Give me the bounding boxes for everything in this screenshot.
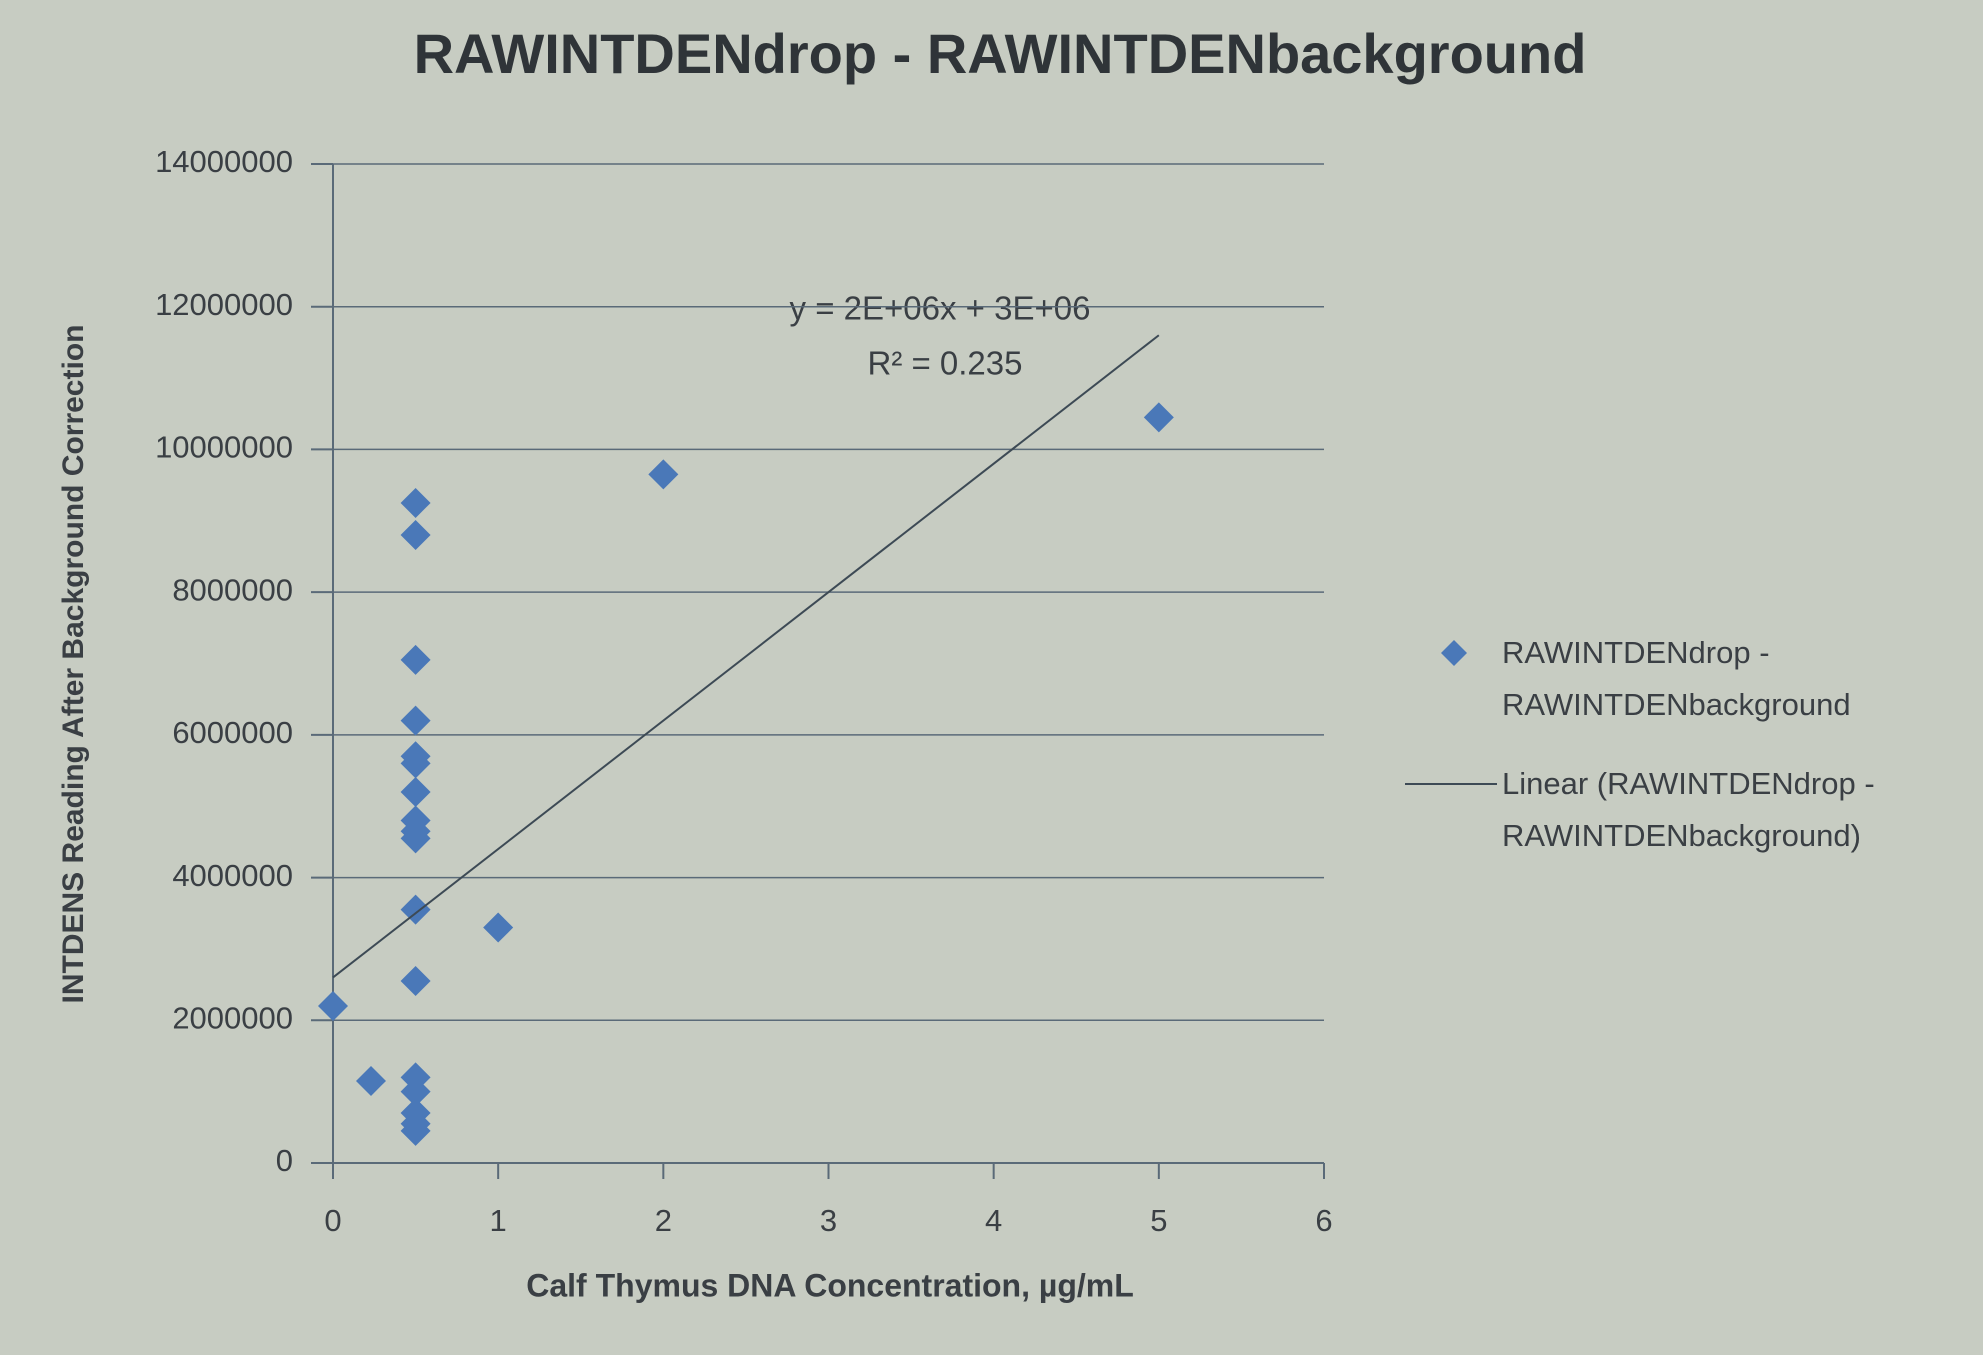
data-point xyxy=(400,823,431,854)
data-point xyxy=(400,644,431,675)
x-tick-label: 6 xyxy=(1315,1203,1332,1238)
data-point xyxy=(400,705,431,736)
data-point xyxy=(1143,402,1174,433)
x-tick-label: 0 xyxy=(324,1203,341,1238)
data-point xyxy=(400,1076,431,1107)
y-tick-label: 10000000 xyxy=(155,430,293,465)
r-squared-label: R² = 0.235 xyxy=(867,345,1022,382)
x-axis-label: Calf Thymus DNA Concentration, µg/mL xyxy=(526,1267,1134,1303)
data-point xyxy=(400,487,431,518)
y-axis-label: INTDENS Reading After Background Correct… xyxy=(57,325,90,1004)
y-tick-label: 14000000 xyxy=(155,144,293,179)
x-tick-label: 4 xyxy=(985,1203,1002,1238)
data-point xyxy=(400,520,431,551)
data-point xyxy=(400,966,431,997)
data-point xyxy=(400,748,431,779)
y-tick-label: 8000000 xyxy=(172,572,293,607)
x-tick-label: 5 xyxy=(1150,1203,1167,1238)
data-point xyxy=(400,894,431,925)
legend-marker xyxy=(1441,640,1467,666)
y-tick-label: 2000000 xyxy=(172,1000,293,1035)
data-point xyxy=(318,991,348,1022)
y-tick-label: 6000000 xyxy=(172,715,293,750)
x-tick-label: 2 xyxy=(655,1203,672,1238)
data-point xyxy=(483,912,514,943)
equation-label: y = 2E+06x + 3E+06 xyxy=(790,290,1091,327)
x-tick-label: 3 xyxy=(820,1203,837,1238)
y-tick-label: 12000000 xyxy=(155,287,293,322)
legend-text: RAWINTDENdrop - RAWINTDENbackground xyxy=(1502,635,1851,722)
data-point xyxy=(355,1065,386,1096)
data-point xyxy=(400,1115,431,1146)
data-point xyxy=(400,776,431,807)
data-point xyxy=(648,459,679,490)
x-tick-label: 1 xyxy=(490,1203,507,1238)
trendline xyxy=(332,334,1160,979)
legend-text: Linear (RAWINTDENdrop - RAWINTDENbackgro… xyxy=(1502,766,1875,853)
y-tick-label: 0 xyxy=(276,1143,293,1178)
y-tick-label: 4000000 xyxy=(172,858,293,893)
chart-title: RAWINTDENdrop - RAWINTDENbackground xyxy=(414,22,1587,85)
